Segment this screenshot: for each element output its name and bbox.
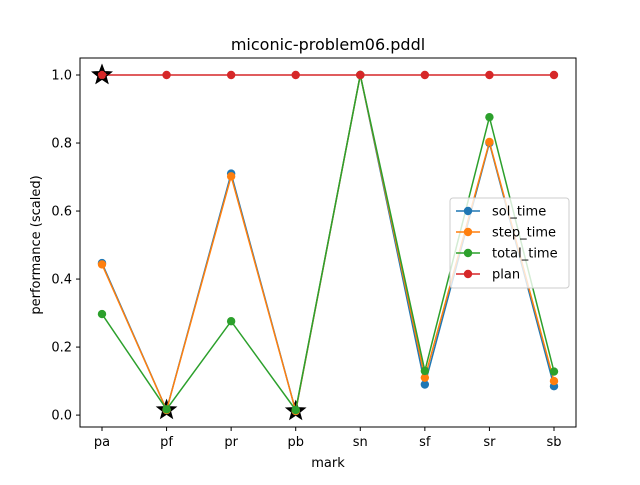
y-axis-label: performance (scaled): [29, 175, 44, 314]
legend-marker-step_time: [463, 227, 473, 237]
data-point-plan: [549, 70, 559, 80]
y-tick-label: 0.8: [51, 137, 72, 152]
data-point-plan: [291, 70, 300, 80]
data-point-step_time: [549, 376, 559, 386]
data-point-total_time: [291, 405, 300, 415]
legend-label: total_time: [492, 247, 558, 262]
legend-marker-sol_time: [463, 206, 473, 216]
x-tick-label: sn: [353, 435, 368, 450]
data-point-plan: [485, 70, 494, 80]
best-marker-outline: [91, 63, 113, 85]
y-tick-label: 0.0: [51, 409, 72, 424]
data-point-total_time: [549, 367, 559, 376]
x-tick-label: pr: [224, 435, 238, 450]
data-point-step_time: [97, 260, 107, 269]
x-tick-label: pf: [160, 435, 173, 450]
y-tick-label: 1.0: [51, 69, 72, 84]
data-point-step_time: [485, 137, 494, 147]
data-point-sol_time: [420, 380, 430, 389]
legend-marker-total_time: [463, 248, 473, 258]
x-tick-label: sr: [483, 435, 496, 450]
data-point-plan: [420, 70, 430, 80]
data-point-total_time: [420, 366, 430, 376]
data-point-step_time: [226, 172, 236, 181]
data-point-total_time: [485, 112, 494, 122]
y-tick-label: 0.2: [51, 341, 72, 356]
data-point-total_time: [226, 317, 236, 326]
plot-frame: [79, 57, 577, 428]
legend-label: sol_time: [492, 205, 546, 220]
x-tick-label: pa: [94, 435, 110, 450]
x-tick-label: pb: [287, 435, 304, 450]
legend-label: step_time: [492, 226, 556, 241]
data-point-plan: [162, 70, 171, 80]
data-point-total_time: [162, 405, 171, 414]
x-tick-label: sf: [419, 435, 431, 450]
chart-title: miconic-problem06.pddl: [231, 35, 425, 54]
legend-label: plan: [492, 268, 520, 283]
data-point-plan: [356, 70, 365, 80]
y-tick-label: 0.6: [51, 205, 72, 220]
plot-area: 0.0 0.2 0.4 0.6 0.8 1.0 pa pf pr pb sn sf sr sb: [51, 57, 577, 450]
legend-marker-plan: [463, 269, 473, 279]
legend-box: [449, 197, 570, 289]
data-point-plan: [97, 70, 107, 80]
x-tick-label: sb: [546, 435, 561, 450]
data-point-total_time: [97, 309, 107, 319]
data-point-step_time: [420, 373, 430, 382]
data-point-plan: [226, 70, 236, 80]
x-axis-label: mark: [311, 456, 345, 471]
series-line-total_time: [101, 74, 555, 412]
y-tick-label: 0.4: [51, 273, 72, 288]
